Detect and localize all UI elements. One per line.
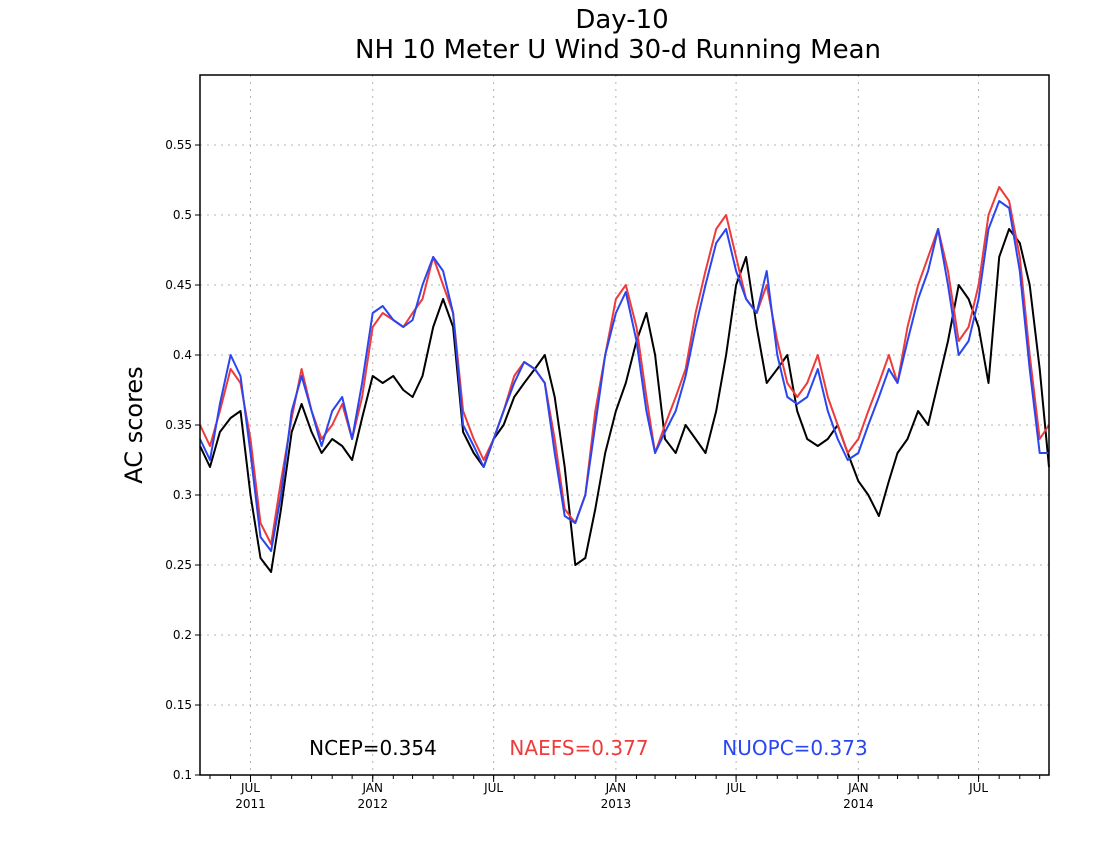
y-tick-label: 0.15	[165, 698, 192, 712]
x-tick-month: JAN	[847, 781, 869, 795]
y-tick-label: 0.2	[173, 628, 192, 642]
series-lines	[199, 186, 1050, 573]
y-tick-label: 0.3	[173, 488, 192, 502]
legend-ncep: NCEP=0.354	[309, 736, 437, 760]
y-tick-label: 0.55	[165, 138, 192, 152]
x-tick-month: JUL	[726, 781, 746, 795]
y-tick-label: 0.35	[165, 418, 192, 432]
x-tick-month: JUL	[968, 781, 988, 795]
y-tick-label: 0.25	[165, 558, 192, 572]
x-tick-month: JUL	[240, 781, 260, 795]
y-axis-label: AC scores	[120, 366, 148, 483]
axis-ticks: 0.1 0.15 0.2 0.25 0.3 0.35 0.4 0.45 0.5 0.55 JUL 20…	[165, 138, 1041, 811]
x-tick-month: JUL	[483, 781, 503, 795]
chart-subtitle: NH 10 Meter U Wind 30-d Running Mean	[355, 35, 881, 65]
x-tick-month: JAN	[361, 781, 383, 795]
x-tick-month: JAN	[605, 781, 627, 795]
series-line-naefs	[199, 186, 1050, 545]
y-tick-label: 0.4	[173, 348, 192, 362]
legend-naefs: NAEFS=0.377	[509, 736, 648, 760]
series-line-nuopc	[199, 200, 1049, 552]
plot-frame	[199, 74, 1050, 776]
grid	[200, 75, 1049, 775]
series-line-ncep	[199, 228, 1050, 573]
legend: NCEP=0.354 NAEFS=0.377 NUOPC=0.373	[309, 736, 868, 760]
x-tick-year: 2012	[357, 797, 388, 811]
legend-nuopc: NUOPC=0.373	[722, 736, 867, 760]
y-tick-label: 0.5	[173, 208, 192, 222]
x-tick-year: 2014	[843, 797, 874, 811]
y-tick-label: 0.45	[165, 278, 192, 292]
y-tick-label: 0.1	[173, 768, 192, 782]
chart-title: Day-10	[575, 5, 668, 35]
x-tick-year: 2011	[235, 797, 266, 811]
x-tick-year: 2013	[601, 797, 632, 811]
